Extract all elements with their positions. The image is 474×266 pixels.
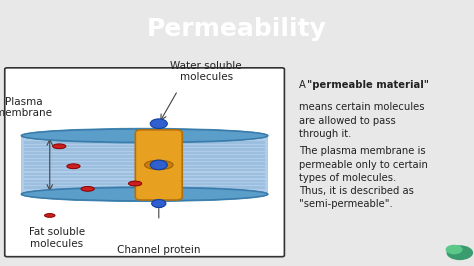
FancyBboxPatch shape [24,183,265,185]
Text: "permeable material": "permeable material" [307,80,429,90]
FancyBboxPatch shape [24,169,265,172]
Circle shape [150,119,167,128]
FancyBboxPatch shape [24,176,265,178]
Ellipse shape [145,160,173,170]
FancyBboxPatch shape [24,159,265,161]
Ellipse shape [21,129,268,142]
FancyBboxPatch shape [24,152,265,154]
FancyBboxPatch shape [24,141,265,144]
FancyBboxPatch shape [24,180,265,182]
Ellipse shape [128,181,142,186]
Text: Plasma
membrane: Plasma membrane [0,97,52,118]
Text: Fat soluble
molecules: Fat soluble molecules [29,227,85,249]
Text: The plasma membrane is
permeable only to certain
types of molecules.
Thus, it is: The plasma membrane is permeable only to… [299,146,428,209]
Text: Water soluble
molecules: Water soluble molecules [170,61,242,82]
Ellipse shape [21,128,268,143]
Circle shape [152,200,166,207]
FancyBboxPatch shape [24,148,265,151]
FancyBboxPatch shape [21,136,268,194]
FancyBboxPatch shape [24,162,265,164]
Ellipse shape [53,144,66,149]
Circle shape [447,245,473,260]
FancyBboxPatch shape [24,186,265,189]
Ellipse shape [67,164,80,169]
FancyBboxPatch shape [24,155,265,157]
Ellipse shape [21,187,268,202]
FancyBboxPatch shape [136,130,182,200]
Circle shape [446,245,463,254]
Text: means certain molecules
are allowed to pass
through it.: means certain molecules are allowed to p… [299,102,424,139]
Ellipse shape [21,188,268,201]
Ellipse shape [45,214,55,217]
FancyBboxPatch shape [5,68,284,257]
Circle shape [150,160,167,170]
Text: A: A [299,80,309,90]
FancyBboxPatch shape [24,173,265,175]
FancyBboxPatch shape [24,166,265,168]
Text: Channel protein: Channel protein [117,244,201,255]
Text: Permeability: Permeability [147,17,327,41]
FancyBboxPatch shape [24,145,265,147]
Ellipse shape [81,186,94,191]
